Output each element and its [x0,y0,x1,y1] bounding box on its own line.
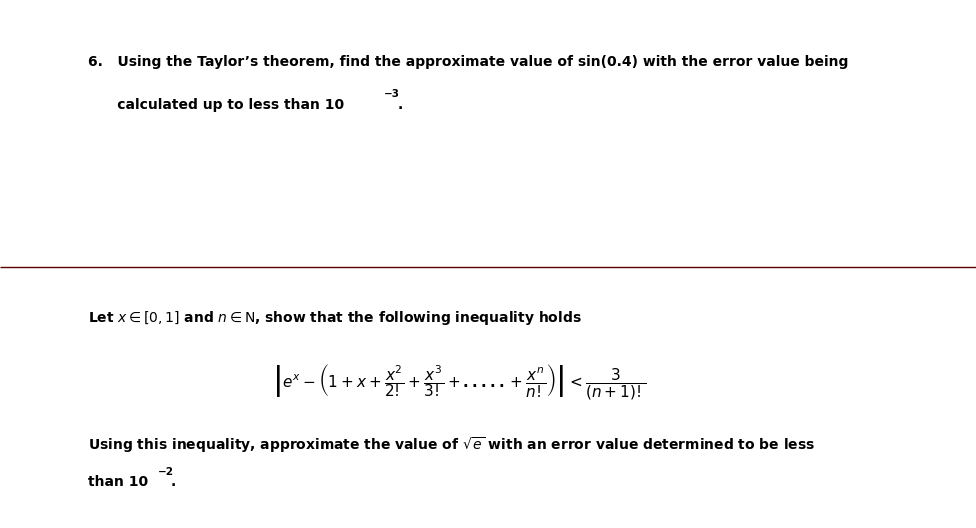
Text: Using this inequality, approximate the value of $\sqrt{e}$ with an error value d: Using this inequality, approximate the v… [88,436,815,456]
Text: $\left|e^{x}-\left(1+x+\dfrac{x^{2}}{2!}+\dfrac{x^{3}}{3!}+\mathbf{.....}+\dfrac: $\left|e^{x}-\left(1+x+\dfrac{x^{2}}{2!}… [271,362,646,401]
Text: calculated up to less than 10: calculated up to less than 10 [88,98,344,112]
Text: than 10: than 10 [88,475,148,489]
Text: 6.   Using the Taylor’s theorem, find the approximate value of sin(0.4) with the: 6. Using the Taylor’s theorem, find the … [88,55,848,70]
Text: .: . [171,475,176,489]
Text: Let $x\in[0,1]$ and $n\in\mathrm{N}$, show that the following inequality holds: Let $x\in[0,1]$ and $n\in\mathrm{N}$, sh… [88,309,582,327]
Text: −3: −3 [384,89,399,99]
Text: .: . [397,98,402,112]
Text: −2: −2 [158,467,174,477]
